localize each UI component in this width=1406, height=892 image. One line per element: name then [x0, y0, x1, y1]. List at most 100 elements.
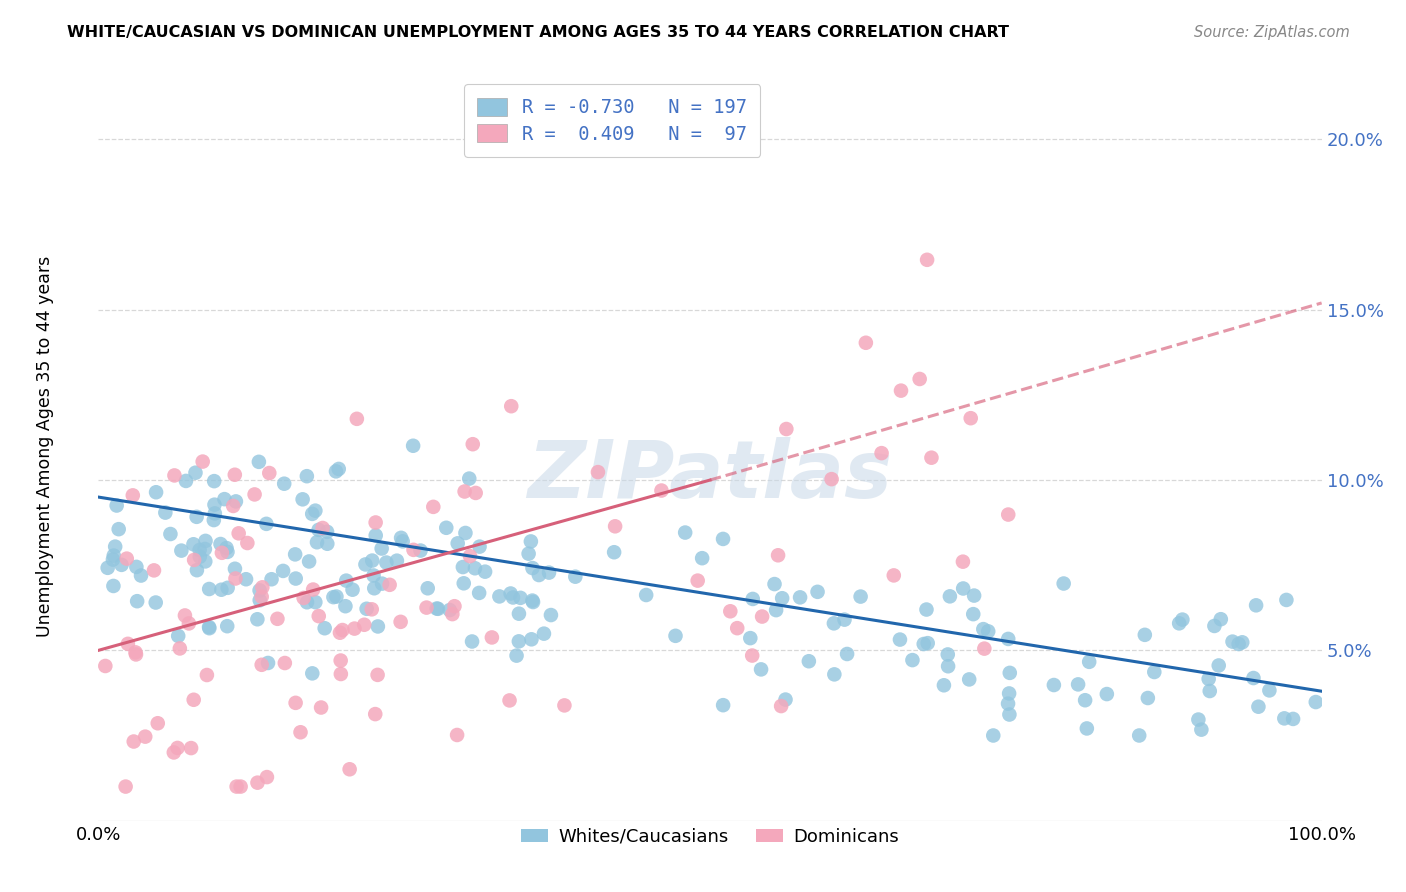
Point [522, 595, 544, 609]
Point [367, 668, 389, 682]
Point [453, 484, 475, 499]
Point [254, 516, 277, 531]
Point [1143, 665, 1166, 679]
Point [284, 547, 307, 561]
Point [446, 728, 468, 742]
Point [952, 582, 974, 596]
Point [249, 583, 271, 598]
Point [603, 519, 626, 533]
Point [194, 554, 217, 568]
Point [329, 653, 352, 667]
Point [169, 641, 191, 656]
Point [183, 537, 205, 551]
Point [1282, 712, 1305, 726]
Point [1187, 713, 1209, 727]
Point [451, 560, 474, 574]
Point [499, 586, 522, 600]
Point [426, 601, 449, 615]
Point [367, 619, 389, 633]
Point [997, 632, 1019, 646]
Point [749, 662, 772, 676]
Point [1067, 677, 1090, 691]
Point [1244, 599, 1267, 613]
Point [225, 780, 247, 794]
Point [260, 572, 283, 586]
Point [229, 780, 252, 794]
Point [134, 730, 156, 744]
Legend: Whites/Caucasians, Dominicans: Whites/Caucasians, Dominicans [513, 821, 907, 853]
Point [257, 656, 280, 670]
Point [1076, 722, 1098, 736]
Point [364, 528, 387, 542]
Point [409, 543, 432, 558]
Point [962, 607, 984, 622]
Point [246, 775, 269, 789]
Point [508, 607, 530, 621]
Point [997, 508, 1019, 522]
Point [502, 591, 524, 605]
Point [170, 543, 193, 558]
Point [284, 572, 307, 586]
Point [498, 693, 520, 707]
Point [198, 621, 221, 635]
Point [1209, 612, 1232, 626]
Point [325, 464, 347, 478]
Point [1305, 695, 1327, 709]
Point [855, 335, 877, 350]
Point [533, 626, 555, 640]
Point [664, 629, 686, 643]
Point [250, 590, 273, 604]
Point [363, 581, 385, 595]
Point [952, 555, 974, 569]
Point [224, 572, 246, 586]
Point [740, 631, 762, 645]
Point [751, 609, 773, 624]
Point [370, 541, 392, 556]
Point [117, 637, 139, 651]
Point [603, 545, 626, 559]
Point [284, 696, 307, 710]
Point [301, 507, 323, 521]
Point [765, 603, 787, 617]
Point [686, 574, 709, 588]
Point [198, 582, 221, 596]
Point [1189, 723, 1212, 737]
Point [464, 561, 486, 575]
Point [636, 588, 658, 602]
Point [520, 632, 543, 647]
Point [225, 494, 247, 508]
Point [972, 622, 994, 636]
Point [789, 591, 811, 605]
Point [1133, 628, 1156, 642]
Point [501, 399, 523, 413]
Point [1272, 711, 1295, 725]
Point [439, 603, 461, 617]
Point [690, 551, 713, 566]
Point [274, 656, 297, 670]
Point [127, 594, 149, 608]
Point [770, 591, 793, 606]
Point [389, 615, 412, 629]
Point [143, 563, 166, 577]
Point [1258, 683, 1281, 698]
Point [741, 648, 763, 663]
Point [509, 591, 531, 605]
Point [823, 667, 845, 681]
Text: ZIPatlas: ZIPatlas [527, 437, 893, 515]
Point [295, 469, 318, 483]
Point [129, 568, 152, 582]
Point [389, 531, 412, 545]
Point [353, 617, 375, 632]
Point [194, 533, 217, 548]
Point [122, 734, 145, 748]
Point [1171, 613, 1194, 627]
Point [364, 516, 387, 530]
Point [917, 636, 939, 650]
Point [963, 589, 986, 603]
Point [302, 582, 325, 597]
Point [145, 485, 167, 500]
Point [770, 699, 793, 714]
Point [1198, 672, 1220, 686]
Point [912, 637, 935, 651]
Point [183, 553, 205, 567]
